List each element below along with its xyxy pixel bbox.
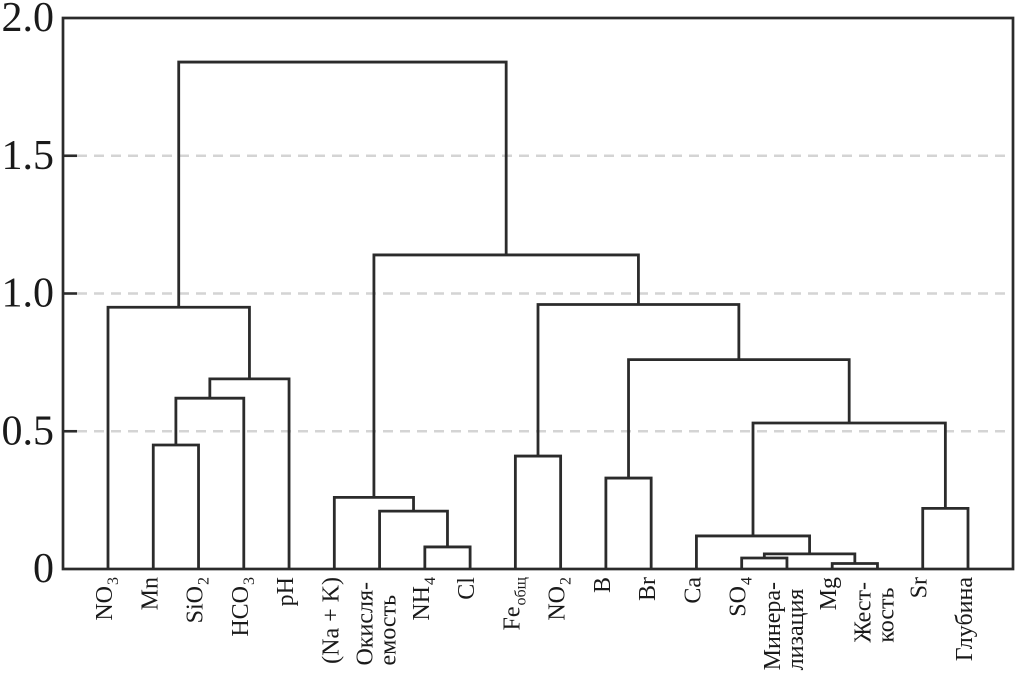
dendrogram-link-m19 [177,60,508,308]
y-tick-label-0: 0 [33,546,54,592]
dendrogram-link-m8 [513,454,563,569]
leaf-label-Depth: Глубина [952,577,978,662]
leaf-label-NaK: (Na + K) [318,577,344,664]
y-tick-label-1.5: 1.5 [2,133,55,179]
leaf-label-Ca: Ca [680,577,706,604]
leaf-label-Hardness-line1: Жест- [850,582,876,643]
leaf-label-Mg: Mg [816,577,842,610]
dendrogram-link-m14 [921,506,970,569]
leaf-label-Mn: Mn [137,577,163,610]
dendrogram-link-m17 [536,303,741,457]
y-tick-label-1.0: 1.0 [2,271,55,317]
gridlines [77,154,1011,433]
dendrogram-link-m9 [604,476,653,569]
dendrogram-link-m4 [106,305,251,569]
dendrogram-link-m7 [332,495,415,569]
dendrogram-link-m15 [751,421,947,536]
leaf-label-NO3: NO3 [92,577,122,621]
dendrogram-link-m10 [740,556,789,569]
leaf-label-NH4: NH4 [409,577,439,621]
leaf-label-B: B [590,577,616,593]
leaf-label-NO2: NO2 [545,577,575,621]
y-tick-label-2.0: 2.0 [2,0,55,41]
y-tick-label-0.5: 0.5 [2,408,55,454]
y-axis-labels: 0 0.5 1.0 1.5 2.0 [2,0,55,592]
dendrogram-link-m5 [423,545,472,569]
leaf-label-Mineralization-line2: лизация [783,589,809,671]
y-axis-ticks [63,154,77,433]
leaf-label-Oxidizability-line2: емость [376,595,402,666]
dendrogram-link-m3 [208,377,291,569]
leaf-label-pH: pH [273,577,299,606]
dendrogram-link-m1 [151,443,200,569]
dendrogram-link-m2 [174,396,246,569]
leaf-label-HCO3: HCO3 [228,577,258,637]
leaf-label-Mineralization-line1: Минера- [760,582,786,670]
leaf-label-Br: Br [635,577,661,601]
leaf-label-SO4: SO4 [726,577,756,617]
dendrogram-link-m6 [378,509,449,569]
leaf-labels: NO3 Mn SiO2 HCO3 pH (Na + K) Окисля-емость NH4 C… [92,577,978,671]
leaf-label-Oxidizability-line1: Окисля- [353,582,379,666]
leaf-label-Cl: Cl [454,577,480,600]
dendrogram-link-m18 [372,253,640,498]
leaf-label-SiO2: SiO2 [183,577,213,623]
leaf-label-Fe_total: Feобщ [499,577,529,630]
dendrogram-links [106,60,970,569]
plot-frame [61,16,1015,571]
leaf-label-Sr: Sr [907,577,933,598]
dendrogram-link-m16 [627,358,851,479]
leaf-label-Hardness-line2: кость [873,587,899,642]
